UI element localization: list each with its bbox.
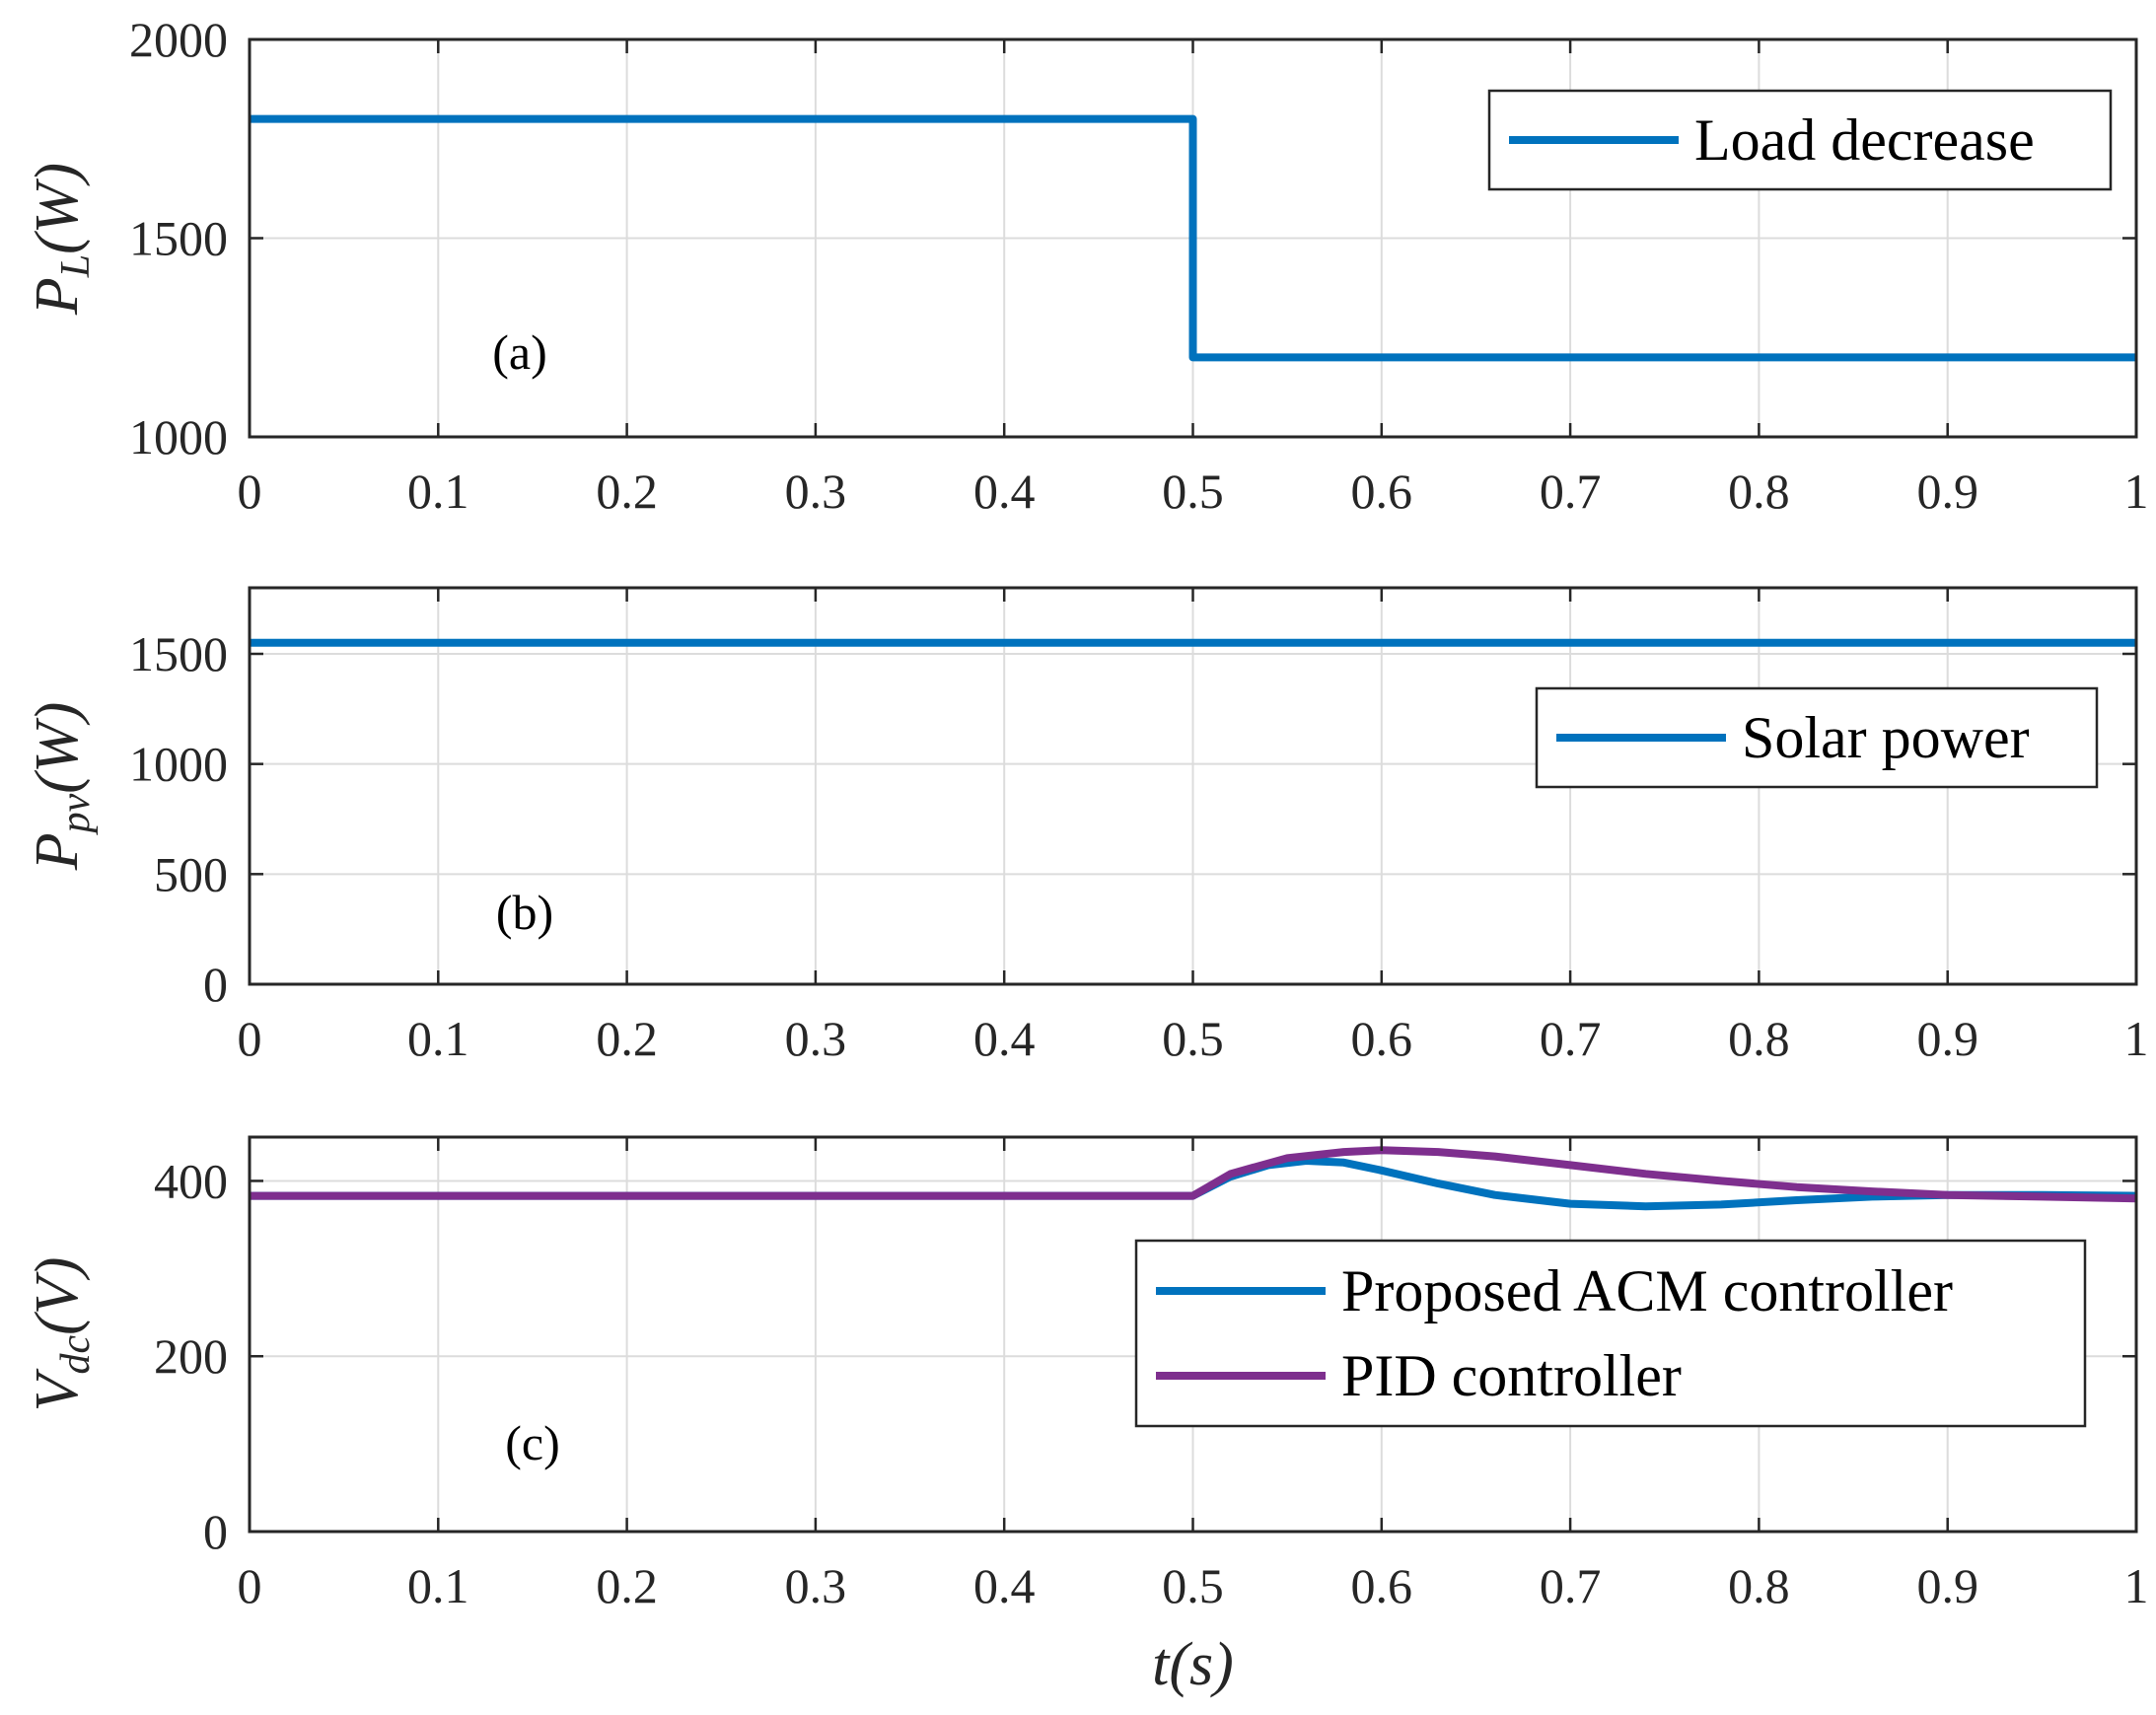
panel-b-y-axis-unit: (W) xyxy=(24,702,91,794)
panel-c-legend[interactable]: Proposed ACM controller PID controller xyxy=(1134,1239,2087,1428)
legend-entry-label: Load decrease xyxy=(1694,107,2035,173)
panel-c-y-axis-label: Vdc(V) xyxy=(24,1257,99,1412)
panel-b-label: (b) xyxy=(496,885,553,940)
x-tick-label: 0.5 xyxy=(1162,464,1224,519)
legend-entry-label: Proposed ACM controller xyxy=(1341,1258,1953,1323)
panel-a-x-tick-labels: 0 0.1 0.2 0.3 0.4 0.5 0.6 0.7 0.8 0.9 1 xyxy=(238,39,2149,519)
panel-b: 0 0.1 0.2 0.3 0.4 0.5 0.6 0.7 0.8 0.9 1 0 500 1000 15… xyxy=(24,586,2149,1066)
panel-a-legend[interactable]: Load decrease xyxy=(1487,89,2113,191)
x-tick-label: 0.7 xyxy=(1540,1558,1602,1613)
x-tick-label: 0.4 xyxy=(973,464,1036,519)
x-tick-label: 0.1 xyxy=(407,1558,469,1613)
panel-b-y-axis-subscript: pv xyxy=(53,793,99,835)
panel-a-y-tick-labels: 1000 1500 2000 xyxy=(129,12,2136,464)
x-tick-label: 0.6 xyxy=(1351,1011,1413,1066)
x-tick-label: 0.4 xyxy=(973,1558,1036,1613)
x-tick-label: 0 xyxy=(238,1011,262,1066)
x-tick-label: 0.5 xyxy=(1162,1011,1224,1066)
panel-c-y-axis-unit: (V) xyxy=(24,1257,91,1335)
panel-b-y-axis-label: Ppv(W) xyxy=(24,702,99,871)
y-tick-label: 1000 xyxy=(129,737,228,792)
x-tick-label: 0.5 xyxy=(1162,1558,1224,1613)
x-tick-label: 0.6 xyxy=(1351,1558,1413,1613)
panel-a-y-axis-subscript: L xyxy=(53,254,99,278)
y-tick-label: 200 xyxy=(154,1328,228,1384)
y-tick-label: 1500 xyxy=(129,626,228,681)
x-tick-label: 0 xyxy=(238,1558,262,1613)
legend-box xyxy=(1535,686,2099,789)
x-tick-label: 0.8 xyxy=(1728,1011,1790,1066)
y-tick-label: 1000 xyxy=(129,409,228,464)
panel-a-y-axis-symbol: P xyxy=(24,277,91,316)
panel-a-series-line-1 xyxy=(250,114,2136,362)
x-tick-label: 0.2 xyxy=(596,1011,658,1066)
y-tick-label: 500 xyxy=(154,846,228,901)
x-tick-label: 0.3 xyxy=(785,1011,847,1066)
x-tick-label: 0.3 xyxy=(785,1558,847,1613)
panel-a-y-axis-unit: (W) xyxy=(24,163,91,254)
legend-entry-label: Solar power xyxy=(1742,705,2030,770)
panel-b-y-tick-labels: 0 500 1000 1500 xyxy=(129,626,2136,1012)
x-tick-label: 0.8 xyxy=(1728,1558,1790,1613)
panel-a-label: (a) xyxy=(492,324,547,380)
panel-a-y-axis-label: PL(W) xyxy=(24,163,99,316)
x-tick-label: 0.7 xyxy=(1540,464,1602,519)
y-tick-label: 1500 xyxy=(129,211,228,266)
legend-box xyxy=(1134,1239,2087,1428)
x-tick-label: 0 xyxy=(238,464,262,519)
x-axis-symbol: t xyxy=(1152,1631,1171,1698)
panel-c-y-axis-subscript: dc xyxy=(53,1334,99,1374)
panel-c-series-line-2 xyxy=(250,1146,2137,1203)
x-axis-unit: (s) xyxy=(1169,1631,1233,1698)
x-tick-label: 1 xyxy=(2124,1011,2149,1066)
x-tick-label: 0.9 xyxy=(1916,1558,1978,1613)
panel-c: 0 0.1 0.2 0.3 0.4 0.5 0.6 0.7 0.8 0.9 1 0 200 400 Vd… xyxy=(24,1135,2149,1698)
x-tick-label: 0.8 xyxy=(1728,464,1790,519)
panel-b-y-axis-symbol: P xyxy=(24,832,91,871)
x-tick-label: 1 xyxy=(2124,1558,2149,1613)
x-tick-label: 0.9 xyxy=(1916,1011,1978,1066)
panel-c-series xyxy=(250,1146,2137,1211)
x-tick-label: 0.4 xyxy=(973,1011,1036,1066)
x-tick-label: 1 xyxy=(2124,464,2149,519)
x-tick-label: 0.3 xyxy=(785,464,847,519)
x-tick-label: 0.6 xyxy=(1351,464,1413,519)
y-tick-label: 2000 xyxy=(129,12,228,67)
x-tick-label: 0.2 xyxy=(596,1558,658,1613)
panel-c-y-tick-labels: 0 200 400 xyxy=(154,1153,2136,1559)
y-tick-label: 0 xyxy=(203,1504,228,1559)
x-tick-label: 0.2 xyxy=(596,464,658,519)
x-tick-label: 0.9 xyxy=(1916,464,1978,519)
panel-b-legend[interactable]: Solar power xyxy=(1535,686,2099,789)
x-tick-label: 0.1 xyxy=(407,1011,469,1066)
panel-c-y-axis-symbol: V xyxy=(24,1368,91,1411)
legend-entry-label: PID controller xyxy=(1341,1343,1682,1408)
x-tick-label: 0.7 xyxy=(1540,1011,1602,1066)
panel-b-x-tick-labels: 0 0.1 0.2 0.3 0.4 0.5 0.6 0.7 0.8 0.9 1 xyxy=(238,588,2149,1066)
x-axis-label: t(s) xyxy=(1152,1631,1234,1698)
y-tick-label: 400 xyxy=(154,1153,228,1208)
panel-c-label: (c) xyxy=(505,1415,560,1470)
panel-c-x-tick-labels: 0 0.1 0.2 0.3 0.4 0.5 0.6 0.7 0.8 0.9 1 xyxy=(238,1137,2149,1613)
y-tick-label: 0 xyxy=(203,957,228,1012)
x-tick-label: 0.1 xyxy=(407,464,469,519)
panel-a-series xyxy=(250,114,2136,362)
panel-a: 0 0.1 0.2 0.3 0.4 0.5 0.6 0.7 0.8 0.9 1 1000 1500 20… xyxy=(24,12,2149,519)
